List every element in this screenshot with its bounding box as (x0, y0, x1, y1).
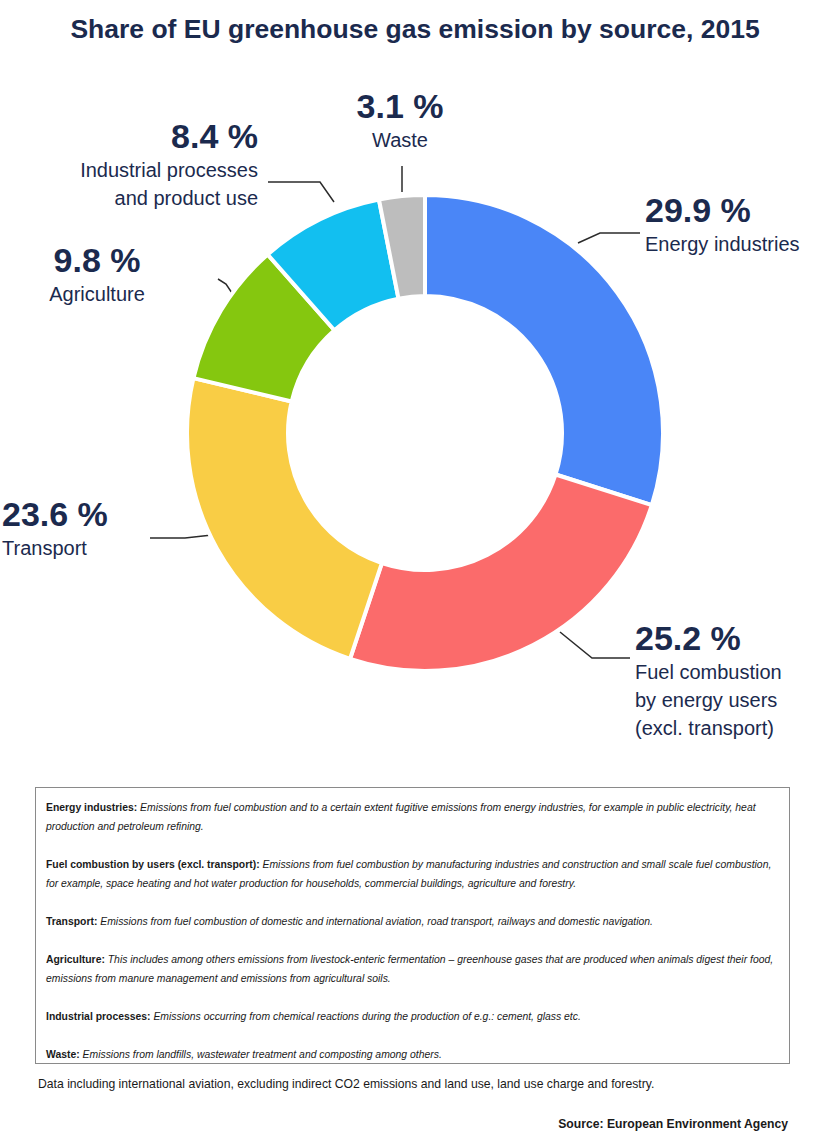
svg-text:29.9 %: 29.9 % (645, 191, 751, 229)
html-text:Data including international a: Data including international aviation, e… (38, 1077, 655, 1091)
svg-text:Industrial processes: Industrial processes (80, 159, 258, 181)
svg-text:Waste: Waste (372, 129, 428, 151)
svg-text:Energy industries: Energy industries (645, 233, 800, 255)
svg-text:9.8 %: 9.8 % (54, 241, 141, 279)
html-text:Waste: Emissions from landfill: Waste: Emissions from landfills, wastewa… (46, 1049, 442, 1060)
svg-text:8.4 %: 8.4 % (171, 117, 258, 155)
svg-text:and product use: and product use (115, 187, 258, 209)
svg-text:3.1 %: 3.1 % (357, 87, 444, 125)
svg-text:by energy users: by energy users (635, 689, 777, 711)
svg-text:23.6 %: 23.6 % (2, 495, 108, 533)
html-text:Agriculture: This includes amo: Agriculture: This includes among others … (46, 954, 774, 984)
svg-text:Agriculture: Agriculture (49, 283, 145, 305)
svg-text:Fuel combustion: Fuel combustion (635, 661, 782, 683)
svg-text:25.2 %: 25.2 % (635, 619, 741, 657)
html-text:Fuel combustion by users (excl: Fuel combustion by users (excl. transpor… (46, 859, 772, 889)
html-text:Industrial processes: Emission: Industrial processes: Emissions occurrin… (46, 1011, 581, 1022)
html-text:Source: European Environment A: Source: European Environment Agency (558, 1117, 788, 1131)
svg-text:Share of EU greenhouse gas emi: Share of EU greenhouse gas emission by s… (70, 14, 759, 44)
svg-text:Transport: Transport (2, 537, 87, 559)
html-text:Transport: Emissions from fuel: Transport: Emissions from fuel combustio… (46, 916, 653, 927)
html-text:Energy industries: Emissions f: Energy industries: Emissions from fuel c… (46, 802, 756, 832)
svg-text:(excl. transport): (excl. transport) (635, 717, 774, 739)
